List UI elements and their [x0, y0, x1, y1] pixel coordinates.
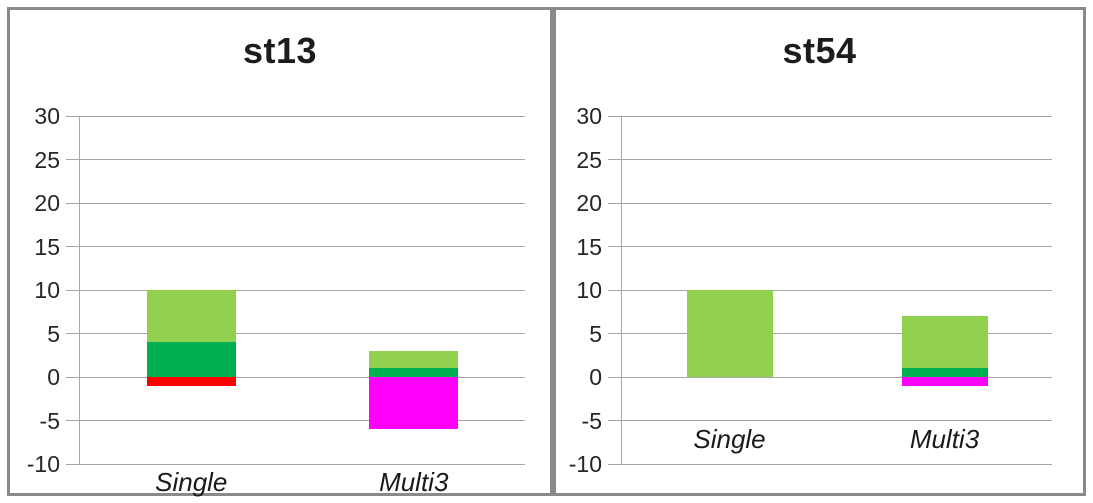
- gridline: [622, 376, 1052, 378]
- chart-panel-st13: st13 30 25 20 15 10 5 0 -5 -10 Single Multi3: [7, 7, 553, 497]
- bar-segment-green: [146, 342, 236, 377]
- y-tick-label: 30: [34, 103, 60, 129]
- y-tick-label: 25: [34, 146, 60, 173]
- bar-segment-light-green: [146, 290, 236, 343]
- gridline: [622, 159, 1052, 160]
- category-label: Single: [693, 423, 766, 454]
- gridline: [80, 159, 525, 160]
- y-tick-label: 25: [576, 146, 602, 173]
- y-tick-mark: [66, 246, 80, 247]
- bar-segment-green: [369, 368, 459, 377]
- y-tick-mark: [66, 159, 80, 160]
- y-tick-label: 5: [47, 320, 60, 347]
- gridline: [80, 115, 525, 117]
- plot-area: 30 25 20 15 10 5 0 -5 -10 Single Multi3: [27, 103, 525, 497]
- gridline: [80, 463, 525, 465]
- y-tick-mark: [66, 376, 80, 378]
- y-tick-label: 0: [589, 364, 602, 390]
- chart-title: st13: [242, 30, 318, 71]
- y-tick-mark: [608, 246, 622, 247]
- y-tick-mark: [608, 289, 622, 291]
- y-tick-label: 5: [589, 320, 602, 347]
- y-tick-mark: [66, 115, 80, 117]
- gridline: [80, 376, 525, 378]
- y-tick-label: 30: [576, 103, 602, 129]
- y-tick-mark: [608, 420, 622, 421]
- bar-segment-green: [901, 368, 988, 377]
- y-tick-mark: [608, 376, 622, 378]
- y-tick-mark: [608, 115, 622, 117]
- y-tick-label: 0: [47, 364, 60, 390]
- y-tick-mark: [66, 333, 80, 334]
- y-tick-label: 20: [576, 190, 602, 216]
- plot-area: 30 25 20 15 10 5 0 -5 -10 Single Multi3: [569, 103, 1052, 477]
- y-tick-mark: [608, 463, 622, 465]
- y-tick-label: -10: [26, 451, 60, 477]
- y-tick-mark: [66, 420, 80, 421]
- y-tick-label: 10: [34, 277, 60, 303]
- y-tick-label: -5: [39, 407, 60, 434]
- bar-segment-magenta: [901, 377, 988, 386]
- y-tick-mark: [608, 202, 622, 204]
- gridline: [80, 246, 525, 247]
- y-tick-label: 15: [34, 233, 60, 260]
- category-label: Single: [155, 467, 228, 497]
- gridline: [80, 420, 525, 421]
- category-label: Multi3: [909, 423, 980, 454]
- gridline: [622, 115, 1052, 117]
- gridline: [80, 202, 525, 204]
- gridline: [622, 463, 1052, 465]
- bar-segment-light-green: [369, 350, 459, 369]
- y-tick-label: 10: [576, 277, 602, 303]
- bar-segment-magenta: [369, 377, 459, 430]
- gridline: [622, 420, 1052, 421]
- y-tick-label: -10: [568, 451, 602, 477]
- gridline: [622, 202, 1052, 204]
- bar-segment-red: [146, 377, 236, 386]
- y-tick-mark: [608, 159, 622, 160]
- y-tick-mark: [66, 289, 80, 291]
- y-tick-label: 15: [576, 233, 602, 260]
- chart-title: st54: [782, 30, 857, 71]
- y-tick-label: 20: [34, 190, 60, 216]
- y-tick-mark: [66, 202, 80, 204]
- gridline: [622, 289, 1052, 291]
- y-tick-label: -5: [581, 407, 602, 434]
- gridline: [622, 246, 1052, 247]
- category-label: Multi3: [379, 467, 449, 497]
- bar-segment-light-green: [901, 316, 988, 369]
- y-tick-mark: [608, 333, 622, 334]
- gridline: [80, 289, 525, 291]
- gridline: [80, 333, 525, 334]
- gridline: [622, 333, 1052, 334]
- bar-segment-light-green: [686, 290, 773, 377]
- y-tick-mark: [66, 463, 80, 465]
- chart-panel-st54: st54 30 25 20 15 10 5 0 -5 -10 Single Multi3: [553, 7, 1086, 496]
